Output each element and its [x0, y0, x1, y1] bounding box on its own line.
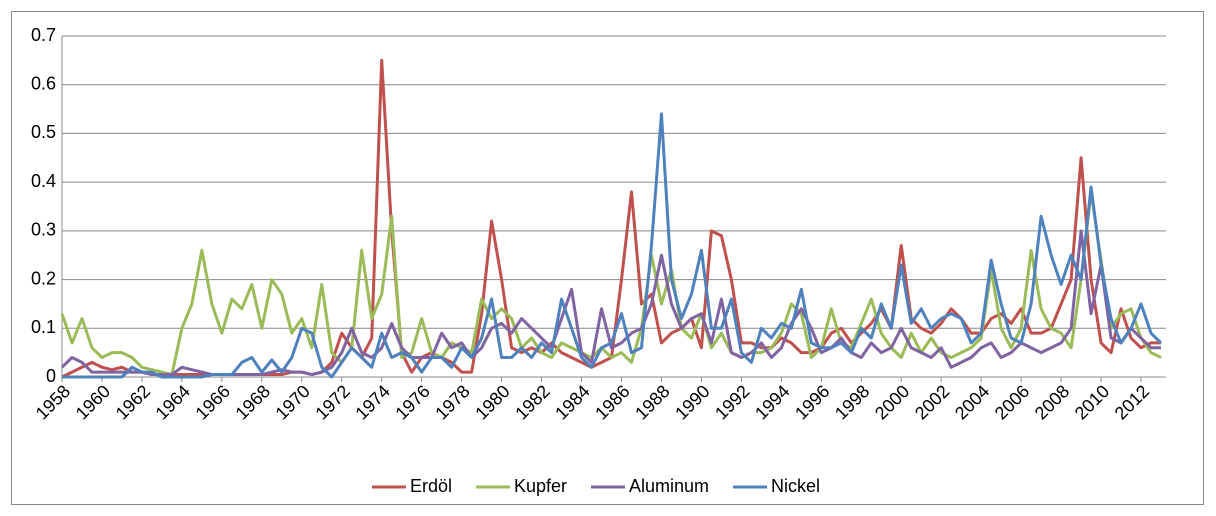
y-tick-label: 0.3 [31, 220, 56, 240]
y-tick-label: 0.7 [31, 25, 56, 45]
line-series [62, 112, 1163, 379]
legend-label: Kupfer [514, 476, 567, 496]
line-series [60, 190, 1162, 377]
y-tick-label: 0.2 [31, 268, 56, 288]
legend-label: Nickel [771, 476, 820, 496]
legend-label: Aluminum [629, 476, 709, 496]
y-tick-label: 0.4 [31, 171, 56, 191]
y-tick-label: 0.5 [31, 122, 56, 142]
y-tick-label: 0.6 [31, 73, 56, 93]
line-series [60, 229, 1161, 377]
legend-label: Erdöl [410, 476, 452, 496]
chart-frame [11, 11, 1204, 505]
y-tick-label: 0.1 [31, 317, 56, 337]
y-tick-label: 0 [46, 366, 56, 386]
